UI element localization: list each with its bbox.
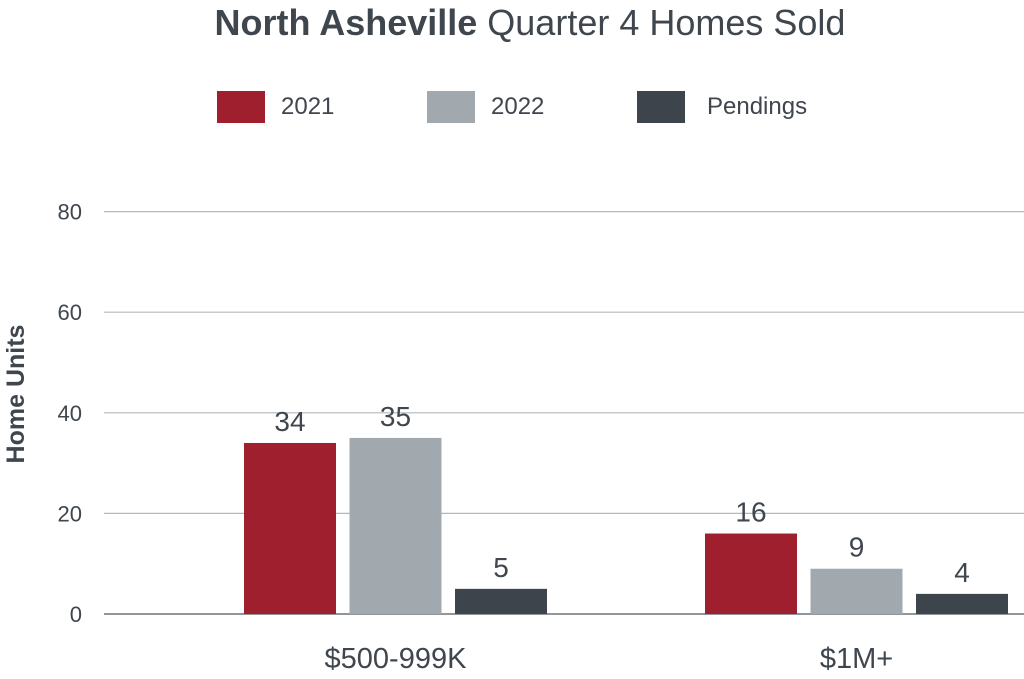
- chart-title: North Asheville Quarter 4 Homes Sold: [0, 2, 1024, 44]
- bar-2021-1: [705, 533, 797, 614]
- legend-swatch-2021: [217, 91, 265, 123]
- legend-label-2021: 2021: [281, 93, 335, 120]
- legend-item-2021: 2021: [217, 90, 334, 124]
- data-label-2021-0: 34: [274, 406, 305, 437]
- data-label-pendings-0: 5: [493, 552, 509, 583]
- legend-item-2022: 2022: [427, 90, 544, 124]
- y-tick-label-40: 40: [58, 401, 82, 426]
- chart-legend: 2021 2022 Pendings: [0, 90, 1024, 124]
- y-tick-label-80: 80: [58, 200, 82, 225]
- legend-label-2022: 2022: [491, 93, 545, 120]
- y-tick-label-20: 20: [58, 501, 82, 526]
- bar-2022-1: [810, 568, 903, 614]
- legend-swatch-2022: [427, 91, 475, 123]
- x-category-label-1: $1M+: [820, 643, 893, 675]
- bar-pendings-1: [916, 593, 1008, 614]
- bar-2022-0: [349, 437, 442, 614]
- chart-title-rest: Quarter 4 Homes Sold: [477, 2, 846, 43]
- x-category-label-0: $500-999K: [325, 643, 468, 675]
- data-label-2022-1: 9: [849, 532, 865, 563]
- chart-title-bold: North Asheville: [214, 2, 478, 43]
- bar-pendings-0: [455, 588, 547, 614]
- legend-label-pendings: Pendings: [707, 93, 808, 120]
- data-label-pendings-1: 4: [954, 557, 970, 588]
- legend-item-pendings: Pendings: [637, 90, 807, 124]
- legend-swatch-pendings: [637, 91, 685, 123]
- y-tick-label-60: 60: [58, 300, 82, 325]
- y-tick-label-0: 0: [70, 602, 82, 627]
- bar-2021-0: [244, 442, 336, 614]
- data-label-2022-0: 35: [380, 401, 411, 432]
- data-label-2021-1: 16: [735, 497, 766, 528]
- y-axis-label: Home Units: [2, 325, 30, 464]
